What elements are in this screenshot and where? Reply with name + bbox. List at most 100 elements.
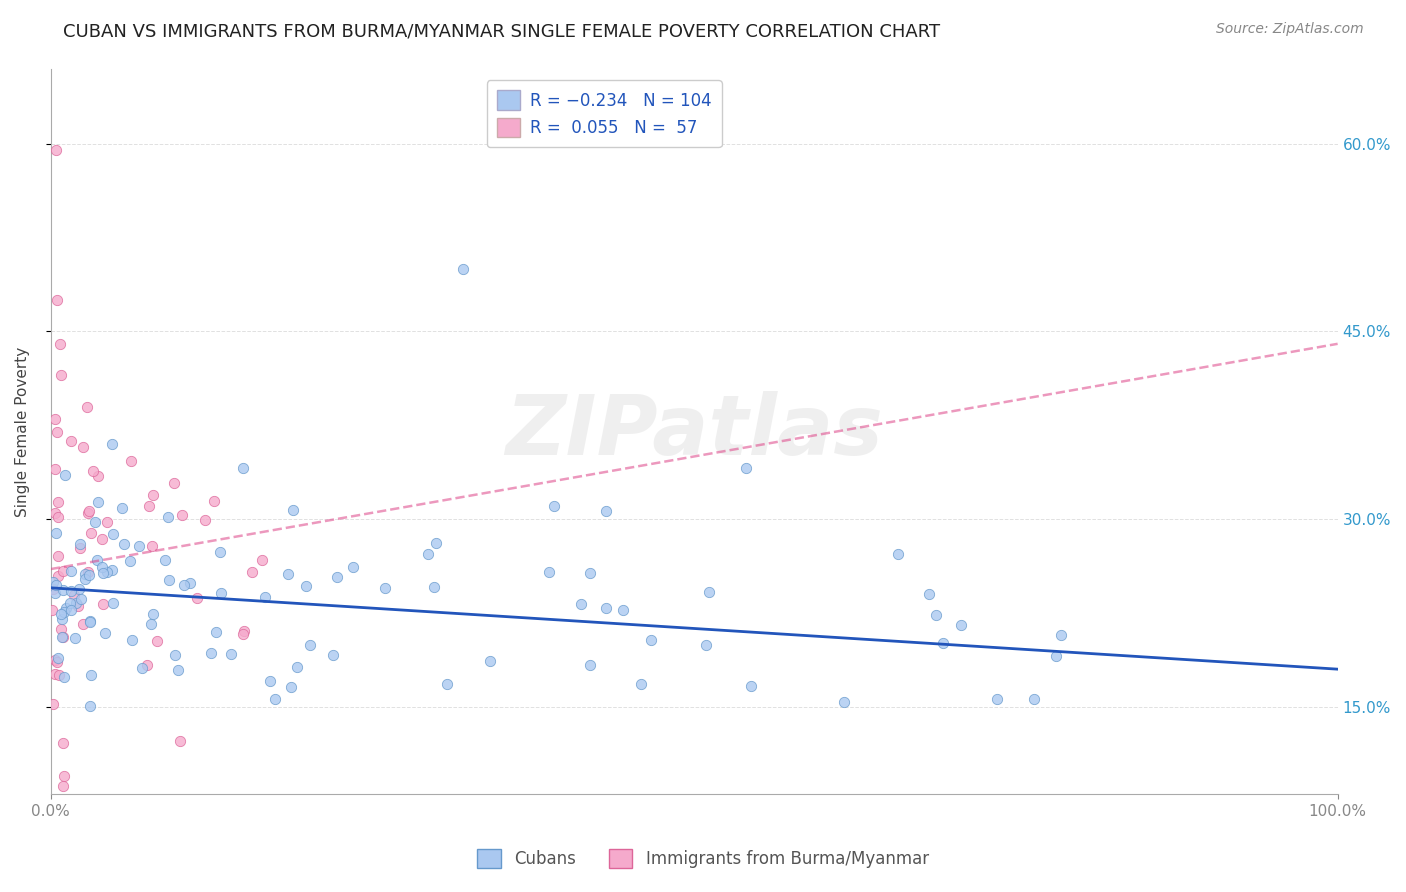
Point — [48, 509, 70, 524]
Legend: R = −0.234   N = 104, R =  0.055   N =  57: R = −0.234 N = 104, R = 0.055 N = 57 — [486, 80, 721, 147]
Point — [173, 578, 195, 592]
Point — [49, 607, 72, 621]
Point — [418, 547, 440, 561]
Point — [72, 440, 94, 454]
Point — [543, 499, 565, 513]
Point — [46, 651, 69, 665]
Point — [48, 668, 70, 682]
Point — [52, 669, 75, 683]
Point — [165, 648, 187, 663]
Point — [59, 602, 82, 616]
Text: Source: ZipAtlas.com: Source: ZipAtlas.com — [1216, 22, 1364, 37]
Point — [252, 553, 274, 567]
Point — [141, 539, 163, 553]
Point — [299, 638, 322, 652]
Point — [322, 648, 344, 662]
Point — [578, 657, 600, 672]
Point — [925, 607, 948, 622]
Point — [264, 691, 287, 706]
Point — [91, 598, 114, 612]
Point — [326, 570, 349, 584]
Point — [142, 607, 165, 621]
Point — [932, 636, 955, 650]
Point — [579, 566, 602, 580]
Point — [569, 597, 592, 611]
Point — [87, 469, 110, 483]
Point — [52, 779, 75, 793]
Point — [44, 461, 66, 475]
Point — [986, 692, 1008, 706]
Point — [42, 575, 65, 590]
Point — [918, 587, 941, 601]
Point — [45, 577, 67, 591]
Point — [52, 605, 75, 619]
Point — [111, 501, 134, 516]
Point — [695, 638, 717, 652]
Point — [42, 697, 65, 711]
Point — [156, 509, 179, 524]
Point — [96, 516, 118, 530]
Point — [41, 603, 63, 617]
Point — [86, 553, 108, 567]
Point — [436, 677, 458, 691]
Point — [52, 630, 75, 644]
Point — [63, 589, 86, 603]
Point — [67, 582, 90, 597]
Point — [82, 464, 104, 478]
Point — [52, 583, 75, 598]
Point — [285, 660, 308, 674]
Point — [139, 617, 162, 632]
Point — [51, 612, 73, 626]
Y-axis label: Single Female Poverty: Single Female Poverty — [15, 346, 30, 516]
Point — [101, 436, 124, 450]
Point — [740, 679, 762, 693]
Point — [79, 567, 101, 582]
Point — [170, 508, 193, 523]
Point — [52, 564, 75, 578]
Point — [950, 618, 973, 632]
Point — [537, 565, 560, 579]
Point — [232, 624, 254, 639]
Point — [167, 663, 190, 677]
Point — [186, 591, 208, 605]
Point — [63, 631, 86, 645]
Point — [209, 585, 232, 599]
Point — [734, 461, 756, 475]
Point — [55, 601, 77, 615]
Point — [69, 537, 91, 551]
Point — [53, 468, 76, 483]
Point — [169, 734, 191, 748]
Point — [194, 512, 217, 526]
Point — [204, 625, 226, 640]
Point — [96, 565, 118, 579]
Point — [79, 615, 101, 629]
Point — [425, 535, 447, 549]
Point — [374, 581, 396, 595]
Point — [42, 582, 65, 597]
Point — [887, 547, 910, 561]
Point — [595, 600, 617, 615]
Point — [232, 627, 254, 641]
Point — [101, 596, 124, 610]
Point — [45, 143, 67, 157]
Point — [157, 573, 180, 587]
Point — [138, 499, 160, 513]
Point — [44, 666, 66, 681]
Point — [121, 633, 143, 648]
Point — [232, 461, 254, 475]
Point — [80, 668, 103, 682]
Point — [59, 434, 82, 448]
Point — [49, 368, 72, 383]
Point — [44, 507, 66, 521]
Point — [1045, 648, 1067, 663]
Point — [640, 633, 662, 648]
Point — [49, 336, 72, 351]
Point — [342, 560, 364, 574]
Point — [120, 454, 142, 468]
Point — [46, 569, 69, 583]
Point — [153, 553, 176, 567]
Point — [93, 626, 115, 640]
Point — [145, 633, 167, 648]
Point — [91, 533, 114, 547]
Point — [77, 504, 100, 518]
